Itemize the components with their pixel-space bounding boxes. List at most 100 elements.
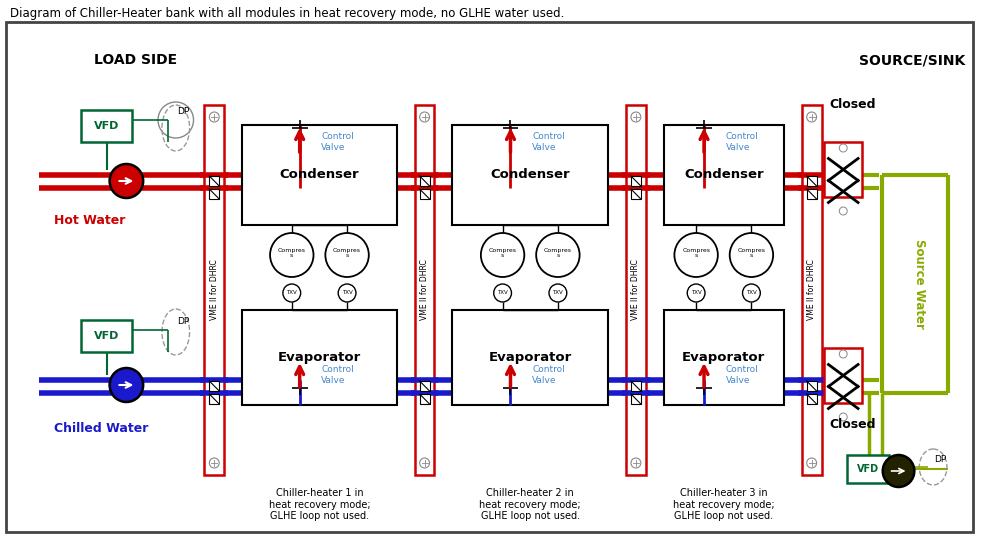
Text: Control
Valve: Control Valve bbox=[725, 365, 758, 384]
Text: Condenser: Condenser bbox=[279, 168, 360, 181]
Text: Chiller-heater 2 in
heat recovery mode;
GLHE loop not used.: Chiller-heater 2 in heat recovery mode; … bbox=[480, 488, 581, 521]
Text: VFD: VFD bbox=[94, 331, 119, 341]
Text: Control
Valve: Control Valve bbox=[725, 132, 758, 152]
Circle shape bbox=[742, 284, 760, 302]
Text: Diagram of Chiller-Heater bank with all modules in heat recovery mode, no GLHE w: Diagram of Chiller-Heater bank with all … bbox=[10, 8, 564, 21]
Text: VME II for DHRC: VME II for DHRC bbox=[210, 260, 219, 320]
Text: Evaporator: Evaporator bbox=[682, 351, 765, 364]
Text: TXV: TXV bbox=[746, 291, 757, 295]
Text: Compres
s: Compres s bbox=[277, 248, 306, 259]
Text: TXV: TXV bbox=[553, 291, 563, 295]
Text: TXV: TXV bbox=[342, 291, 353, 295]
Text: Control
Valve: Control Valve bbox=[321, 132, 354, 152]
Circle shape bbox=[839, 350, 847, 358]
Circle shape bbox=[839, 207, 847, 215]
Bar bbox=[807, 176, 817, 186]
Circle shape bbox=[338, 284, 356, 302]
Circle shape bbox=[481, 233, 524, 277]
Text: Evaporator: Evaporator bbox=[489, 351, 572, 364]
Text: TXV: TXV bbox=[497, 291, 508, 295]
Bar bbox=[807, 381, 817, 391]
Circle shape bbox=[419, 458, 429, 468]
Circle shape bbox=[209, 112, 219, 122]
Text: Compres
s: Compres s bbox=[544, 248, 572, 259]
Circle shape bbox=[325, 233, 369, 277]
Circle shape bbox=[687, 284, 705, 302]
Bar bbox=[204, 105, 224, 475]
Bar bbox=[419, 381, 429, 391]
Circle shape bbox=[271, 233, 313, 277]
Bar bbox=[626, 105, 646, 475]
Text: SOURCE/SINK: SOURCE/SINK bbox=[859, 53, 965, 67]
Text: VME II for DHRC: VME II for DHRC bbox=[420, 260, 429, 320]
Text: Compres
s: Compres s bbox=[489, 248, 516, 259]
Bar bbox=[664, 310, 784, 405]
Text: Source Water: Source Water bbox=[914, 239, 927, 329]
Text: Compres
s: Compres s bbox=[333, 248, 361, 259]
Text: Closed: Closed bbox=[829, 98, 876, 111]
Circle shape bbox=[549, 284, 567, 302]
Bar bbox=[825, 348, 862, 403]
Text: DP: DP bbox=[177, 107, 190, 117]
Text: VFD: VFD bbox=[857, 464, 879, 474]
Bar bbox=[825, 142, 862, 197]
Bar bbox=[242, 310, 397, 405]
Text: Condenser: Condenser bbox=[684, 168, 764, 181]
Text: LOAD SIDE: LOAD SIDE bbox=[94, 53, 177, 67]
Circle shape bbox=[839, 144, 847, 152]
Text: TXV: TXV bbox=[691, 291, 702, 295]
Bar bbox=[631, 394, 641, 404]
Bar bbox=[242, 125, 397, 225]
Text: Control
Valve: Control Valve bbox=[532, 365, 565, 384]
Bar bbox=[631, 189, 641, 199]
Bar bbox=[419, 189, 429, 199]
Bar bbox=[419, 394, 429, 404]
Text: DP: DP bbox=[177, 318, 190, 327]
Circle shape bbox=[110, 164, 143, 198]
Text: Hot Water: Hot Water bbox=[55, 213, 126, 226]
Bar bbox=[209, 189, 219, 199]
Bar bbox=[81, 110, 133, 142]
Text: VME II for DHRC: VME II for DHRC bbox=[807, 260, 817, 320]
Circle shape bbox=[158, 102, 193, 138]
Text: VME II for DHRC: VME II for DHRC bbox=[631, 260, 640, 320]
Circle shape bbox=[807, 112, 817, 122]
Bar bbox=[847, 455, 889, 483]
Text: Evaporator: Evaporator bbox=[277, 351, 361, 364]
Bar bbox=[209, 381, 219, 391]
Bar bbox=[807, 394, 817, 404]
Bar bbox=[807, 189, 817, 199]
Circle shape bbox=[282, 284, 300, 302]
Bar bbox=[209, 176, 219, 186]
Text: Chiller-heater 3 in
heat recovery mode;
GLHE loop not used.: Chiller-heater 3 in heat recovery mode; … bbox=[673, 488, 775, 521]
Bar bbox=[419, 176, 429, 186]
Bar bbox=[631, 176, 641, 186]
Circle shape bbox=[536, 233, 580, 277]
Circle shape bbox=[631, 112, 641, 122]
Text: Control
Valve: Control Valve bbox=[321, 365, 354, 384]
Text: Closed: Closed bbox=[829, 418, 876, 431]
Circle shape bbox=[631, 458, 641, 468]
Text: Control
Valve: Control Valve bbox=[532, 132, 565, 152]
Text: Compres
s: Compres s bbox=[737, 248, 765, 259]
Text: Chiller-heater 1 in
heat recovery mode;
GLHE loop not used.: Chiller-heater 1 in heat recovery mode; … bbox=[269, 488, 371, 521]
Text: Condenser: Condenser bbox=[491, 168, 570, 181]
Circle shape bbox=[729, 233, 773, 277]
Circle shape bbox=[675, 233, 717, 277]
Circle shape bbox=[209, 458, 219, 468]
Circle shape bbox=[494, 284, 511, 302]
Circle shape bbox=[883, 455, 915, 487]
Text: TXV: TXV bbox=[286, 291, 297, 295]
Bar bbox=[802, 105, 822, 475]
Bar bbox=[81, 320, 133, 352]
Circle shape bbox=[807, 458, 817, 468]
Bar bbox=[664, 125, 784, 225]
Text: Chilled Water: Chilled Water bbox=[55, 422, 149, 435]
Bar bbox=[209, 394, 219, 404]
Circle shape bbox=[419, 112, 429, 122]
Bar bbox=[452, 125, 608, 225]
Circle shape bbox=[110, 368, 143, 402]
Bar bbox=[414, 105, 434, 475]
Bar bbox=[631, 381, 641, 391]
Text: VFD: VFD bbox=[94, 121, 119, 131]
